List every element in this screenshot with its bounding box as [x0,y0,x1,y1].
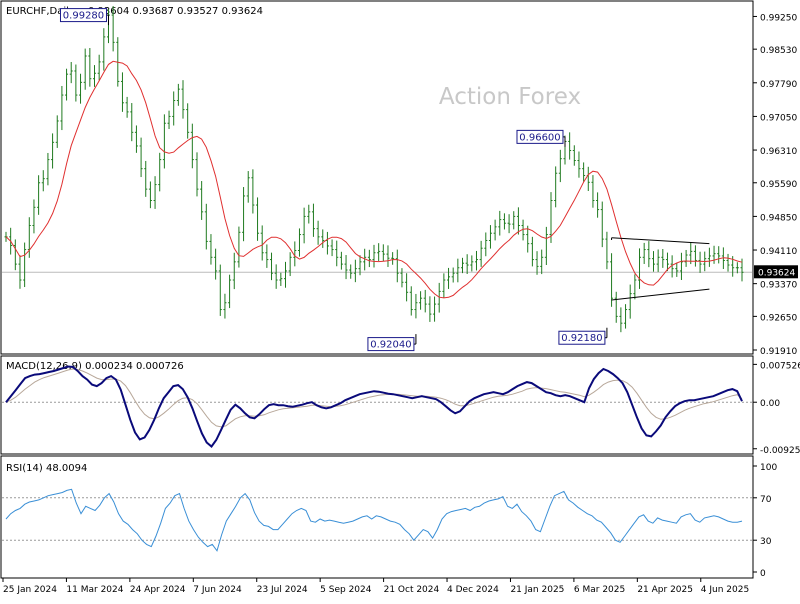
macd-layer [2,365,752,448]
time-axis-label: 24 Apr 2024 [130,585,186,595]
axis-layer: 0.99250 0.98530 0.97790 0.97050 0.96310 0.955… [2,13,800,595]
annotation-box [367,337,415,352]
price-pane-frame [0,0,754,355]
rsi-axis-label: 0 [760,569,766,579]
last-price-box [754,265,798,279]
price-axis-label: 0.94850 [760,213,797,223]
annotation-label: 0.92040 [370,340,411,351]
price-axis-label: 0.93370 [760,281,797,291]
macd-axis-label: 0.00 [760,399,780,409]
time-axis-label: 21 Jan 2025 [510,585,564,595]
rsi-axis-label: 30 [760,537,772,547]
last-price-label: 0.93624 [758,268,795,278]
rsi-axis-label: 70 [760,495,772,505]
price-axis-label: 0.94110 [760,247,797,257]
symbol-label: EURCHF,Daily [6,6,75,17]
price-axis-label: 0.91910 [760,347,797,357]
rsi-line [5,488,743,552]
rsi-title: RSI(14) 48.0094 [6,463,87,474]
rsi-axis-label: 100 [760,463,777,473]
price-axis-label: 0.97790 [760,80,797,90]
price-axis-label: 0.95590 [760,180,797,190]
annotation-box [558,330,606,345]
triangle-upper-line [611,237,710,245]
annotation-box [516,129,564,144]
time-axis-label: 4 Jun 2025 [701,585,749,595]
triangle-lower-line [611,288,710,301]
macd-title: MACD(12,26,9) 0.000234 0.000726 [6,361,184,372]
annotation-label: 0.92180 [561,333,602,344]
time-axis-label: 21 Oct 2024 [384,585,440,595]
macd-pane-frame [0,355,754,455]
price-axis-label: 0.92650 [760,313,797,323]
time-axis-label: 21 Apr 2025 [637,585,693,595]
price-axis-label: 0.98530 [760,46,797,56]
macd-axis-label: 0.007526 [760,361,800,371]
macd-line [5,365,743,448]
moving-average-line [5,60,743,299]
annotation-box [59,8,107,23]
time-axis-label: 23 Jul 2024 [257,585,308,595]
time-axis-label: 6 Mar 2025 [574,585,625,595]
rsi-pane-frame [0,455,754,579]
macd-axis-label: -0.009252 [760,446,800,456]
time-axis-label: 7 Jun 2024 [193,585,242,595]
price-layer: 0.99280 0.96600 0.92040 0.92180 [2,6,752,352]
annotation-label: 0.99280 [63,11,104,22]
price-axis-label: 0.99250 [760,13,797,23]
time-axis-label: 11 Mar 2024 [66,585,123,595]
price-axis-label: 0.96310 [760,147,797,157]
time-axis-label: 4 Dec 2024 [447,585,499,595]
ohlc-values: 0.93604 0.93687 0.93527 0.93624 [88,6,263,17]
price-axis-label: 0.97050 [760,113,797,123]
time-axis-label: 25 Jan 2024 [3,585,57,595]
watermark-text: Action Forex [439,84,581,110]
annotation-label: 0.96600 [519,132,560,143]
time-axis-label: 5 Sep 2024 [320,585,372,595]
rsi-layer [2,488,752,552]
